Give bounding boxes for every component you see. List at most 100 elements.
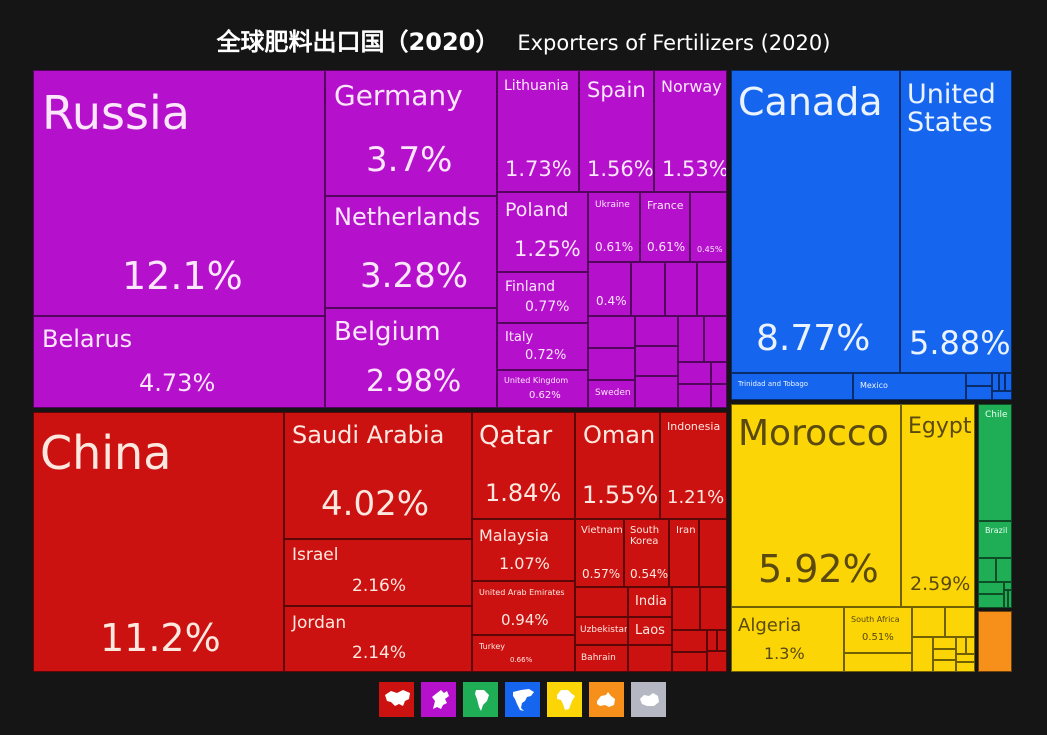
treemap-cell-unlabeled[interactable] (672, 652, 707, 672)
legend-antarctica[interactable] (631, 682, 666, 717)
treemap-cell-spain[interactable]: Spain 1.56% (579, 70, 654, 192)
treemap-cell-unlabeled[interactable] (588, 348, 635, 380)
treemap-cell-united-states[interactable]: United States 5.88% (900, 70, 1012, 373)
treemap-cell-unlabeled[interactable] (575, 587, 628, 617)
treemap-cell-unlabeled[interactable] (1005, 373, 1012, 391)
treemap-cell-unlabeled[interactable] (707, 630, 717, 651)
treemap-cell-unlabeled[interactable] (978, 558, 996, 582)
treemap-cell-egypt[interactable]: Egypt 2.59% (901, 404, 975, 607)
treemap-cell-saudi-arabia[interactable]: Saudi Arabia 4.02% (284, 412, 472, 539)
treemap-cell-unlabeled[interactable] (956, 637, 966, 654)
treemap-cell-mexico[interactable]: Mexico (853, 373, 966, 400)
treemap-cell-morocco[interactable]: Morocco 5.92% (731, 404, 901, 607)
treemap-cell-unlabeled[interactable] (966, 373, 992, 386)
treemap-cell-turkey[interactable]: Turkey 0.66% (472, 635, 575, 672)
treemap-cell-unlabeled[interactable] (628, 645, 672, 672)
treemap-cell-algeria[interactable]: Algeria 1.3% (731, 607, 844, 672)
treemap-cell-unlabeled[interactable] (678, 362, 711, 384)
treemap-cell-laos[interactable]: Laos (628, 617, 672, 645)
treemap-cell-unlabeled[interactable] (588, 316, 635, 348)
treemap-cell-unlabeled[interactable] (966, 386, 992, 400)
treemap-cell-unlabeled[interactable] (933, 660, 956, 672)
treemap-cell-germany[interactable]: Germany 3.7% (325, 70, 497, 196)
treemap-cell-unlabeled[interactable] (945, 607, 975, 637)
treemap-cell-unlabeled[interactable] (912, 607, 945, 637)
treemap-cell-unlabeled[interactable] (700, 587, 727, 630)
legend-north-america[interactable] (505, 682, 540, 717)
treemap-cell-unlabeled[interactable] (978, 594, 1004, 608)
treemap-cell-belgium[interactable]: Belgium 2.98% (325, 308, 497, 408)
treemap-cell-unlabeled[interactable] (635, 376, 678, 408)
treemap-cell-israel[interactable]: Israel 2.16% (284, 539, 472, 606)
treemap-cell-qatar[interactable]: Qatar 1.84% (472, 412, 575, 519)
treemap-cell-italy[interactable]: Italy 0.72% (497, 323, 588, 370)
legend-asia[interactable] (379, 682, 414, 717)
treemap-cell-unlabeled[interactable] (933, 649, 956, 660)
treemap-cell-finland[interactable]: Finland 0.77% (497, 272, 588, 323)
treemap-cell-brazil[interactable]: Brazil (978, 521, 1012, 558)
treemap-cell-unlabeled[interactable] (1004, 582, 1012, 590)
treemap-cell-unlabeled[interactable] (992, 373, 999, 391)
treemap-cell-unlabeled[interactable] (999, 373, 1005, 391)
legend-south-america[interactable] (463, 682, 498, 717)
treemap-cell-unlabeled[interactable] (978, 582, 1004, 594)
treemap-cell-malaysia[interactable]: Malaysia 1.07% (472, 519, 575, 581)
treemap-cell-unlabeled[interactable] (996, 558, 1012, 582)
treemap-cell-unlabeled[interactable] (844, 653, 912, 672)
treemap-cell-unlabeled[interactable]: 0.45% (690, 192, 727, 262)
treemap-cell-france[interactable]: France 0.61% (640, 192, 690, 262)
treemap-cell-sweden[interactable]: Sweden (588, 380, 635, 408)
legend-africa[interactable] (547, 682, 582, 717)
treemap-cell-jordan[interactable]: Jordan 2.14% (284, 606, 472, 672)
treemap-cell-unlabeled[interactable] (635, 346, 678, 376)
treemap-cell-unlabeled[interactable] (672, 587, 700, 630)
treemap-cell-ukraine[interactable]: Ukraine 0.61% (588, 192, 640, 262)
treemap-cell-unlabeled[interactable]: 0.4% (588, 262, 631, 316)
treemap-cell-unlabeled[interactable] (704, 316, 727, 362)
treemap-cell-unlabeled[interactable] (711, 384, 727, 408)
treemap-cell-unlabeled[interactable] (1004, 590, 1008, 608)
treemap-cell-belarus[interactable]: Belarus 4.73% (33, 316, 325, 408)
treemap-cell-unlabeled[interactable] (631, 262, 665, 316)
treemap-cell-unlabeled[interactable] (956, 662, 975, 672)
treemap-cell-unlabeled[interactable] (978, 611, 1012, 672)
treemap-cell-unlabeled[interactable] (992, 391, 1012, 400)
treemap-cell-oman[interactable]: Oman 1.55% (575, 412, 660, 519)
treemap-cell-unlabeled[interactable] (717, 630, 727, 651)
legend-oceania[interactable] (589, 682, 624, 717)
treemap-cell-vietnam[interactable]: Vietnam 0.57% (575, 519, 624, 587)
treemap-cell-south-korea[interactable]: South Korea 0.54% (624, 519, 669, 587)
treemap-cell-indonesia[interactable]: Indonesia 1.21% (660, 412, 727, 519)
treemap-cell-unlabeled[interactable] (635, 316, 678, 346)
treemap-cell-united-arab-emirates[interactable]: United Arab Emirates 0.94% (472, 581, 575, 635)
treemap-cell-unlabeled[interactable] (912, 637, 933, 672)
treemap-cell-poland[interactable]: Poland 1.25% (497, 192, 588, 272)
treemap-cell-unlabeled[interactable] (665, 262, 697, 316)
treemap-cell-unlabeled[interactable] (699, 519, 727, 587)
treemap-cell-lithuania[interactable]: Lithuania 1.73% (497, 70, 579, 192)
treemap-cell-canada[interactable]: Canada 8.77% (731, 70, 900, 373)
treemap-cell-unlabeled[interactable] (966, 637, 975, 654)
treemap-cell-unlabeled[interactable] (678, 316, 704, 362)
treemap-cell-unlabeled[interactable] (672, 630, 707, 652)
treemap-cell-uzbekistan[interactable]: Uzbekistan (575, 617, 628, 645)
treemap-cell-chile[interactable]: Chile (978, 404, 1012, 521)
treemap-cell-unlabeled[interactable] (933, 637, 956, 649)
treemap-cell-netherlands[interactable]: Netherlands 3.28% (325, 196, 497, 308)
treemap-cell-unlabeled[interactable] (711, 362, 727, 384)
treemap-cell-russia[interactable]: Russia 12.1% (33, 70, 325, 316)
treemap-cell-unlabeled[interactable] (1008, 590, 1012, 608)
treemap-cell-trinidad-and-tobago[interactable]: Trinidad and Tobago (731, 373, 853, 400)
treemap-cell-unlabeled[interactable] (956, 654, 975, 662)
treemap-cell-china[interactable]: China 11.2% (33, 412, 284, 672)
treemap-cell-iran[interactable]: Iran (669, 519, 699, 587)
treemap-cell-norway[interactable]: Norway 1.53% (654, 70, 727, 192)
treemap-cell-south-africa[interactable]: South Africa 0.51% (844, 607, 912, 653)
treemap-cell-united-kingdom[interactable]: United Kingdom 0.62% (497, 370, 588, 408)
treemap-cell-india[interactable]: India (628, 587, 672, 617)
treemap-cell-unlabeled[interactable] (697, 262, 727, 316)
legend-europe[interactable] (421, 682, 456, 717)
treemap-cell-unlabeled[interactable] (707, 651, 727, 672)
treemap-cell-unlabeled[interactable] (678, 384, 711, 408)
treemap-cell-bahrain[interactable]: Bahrain (575, 645, 628, 672)
